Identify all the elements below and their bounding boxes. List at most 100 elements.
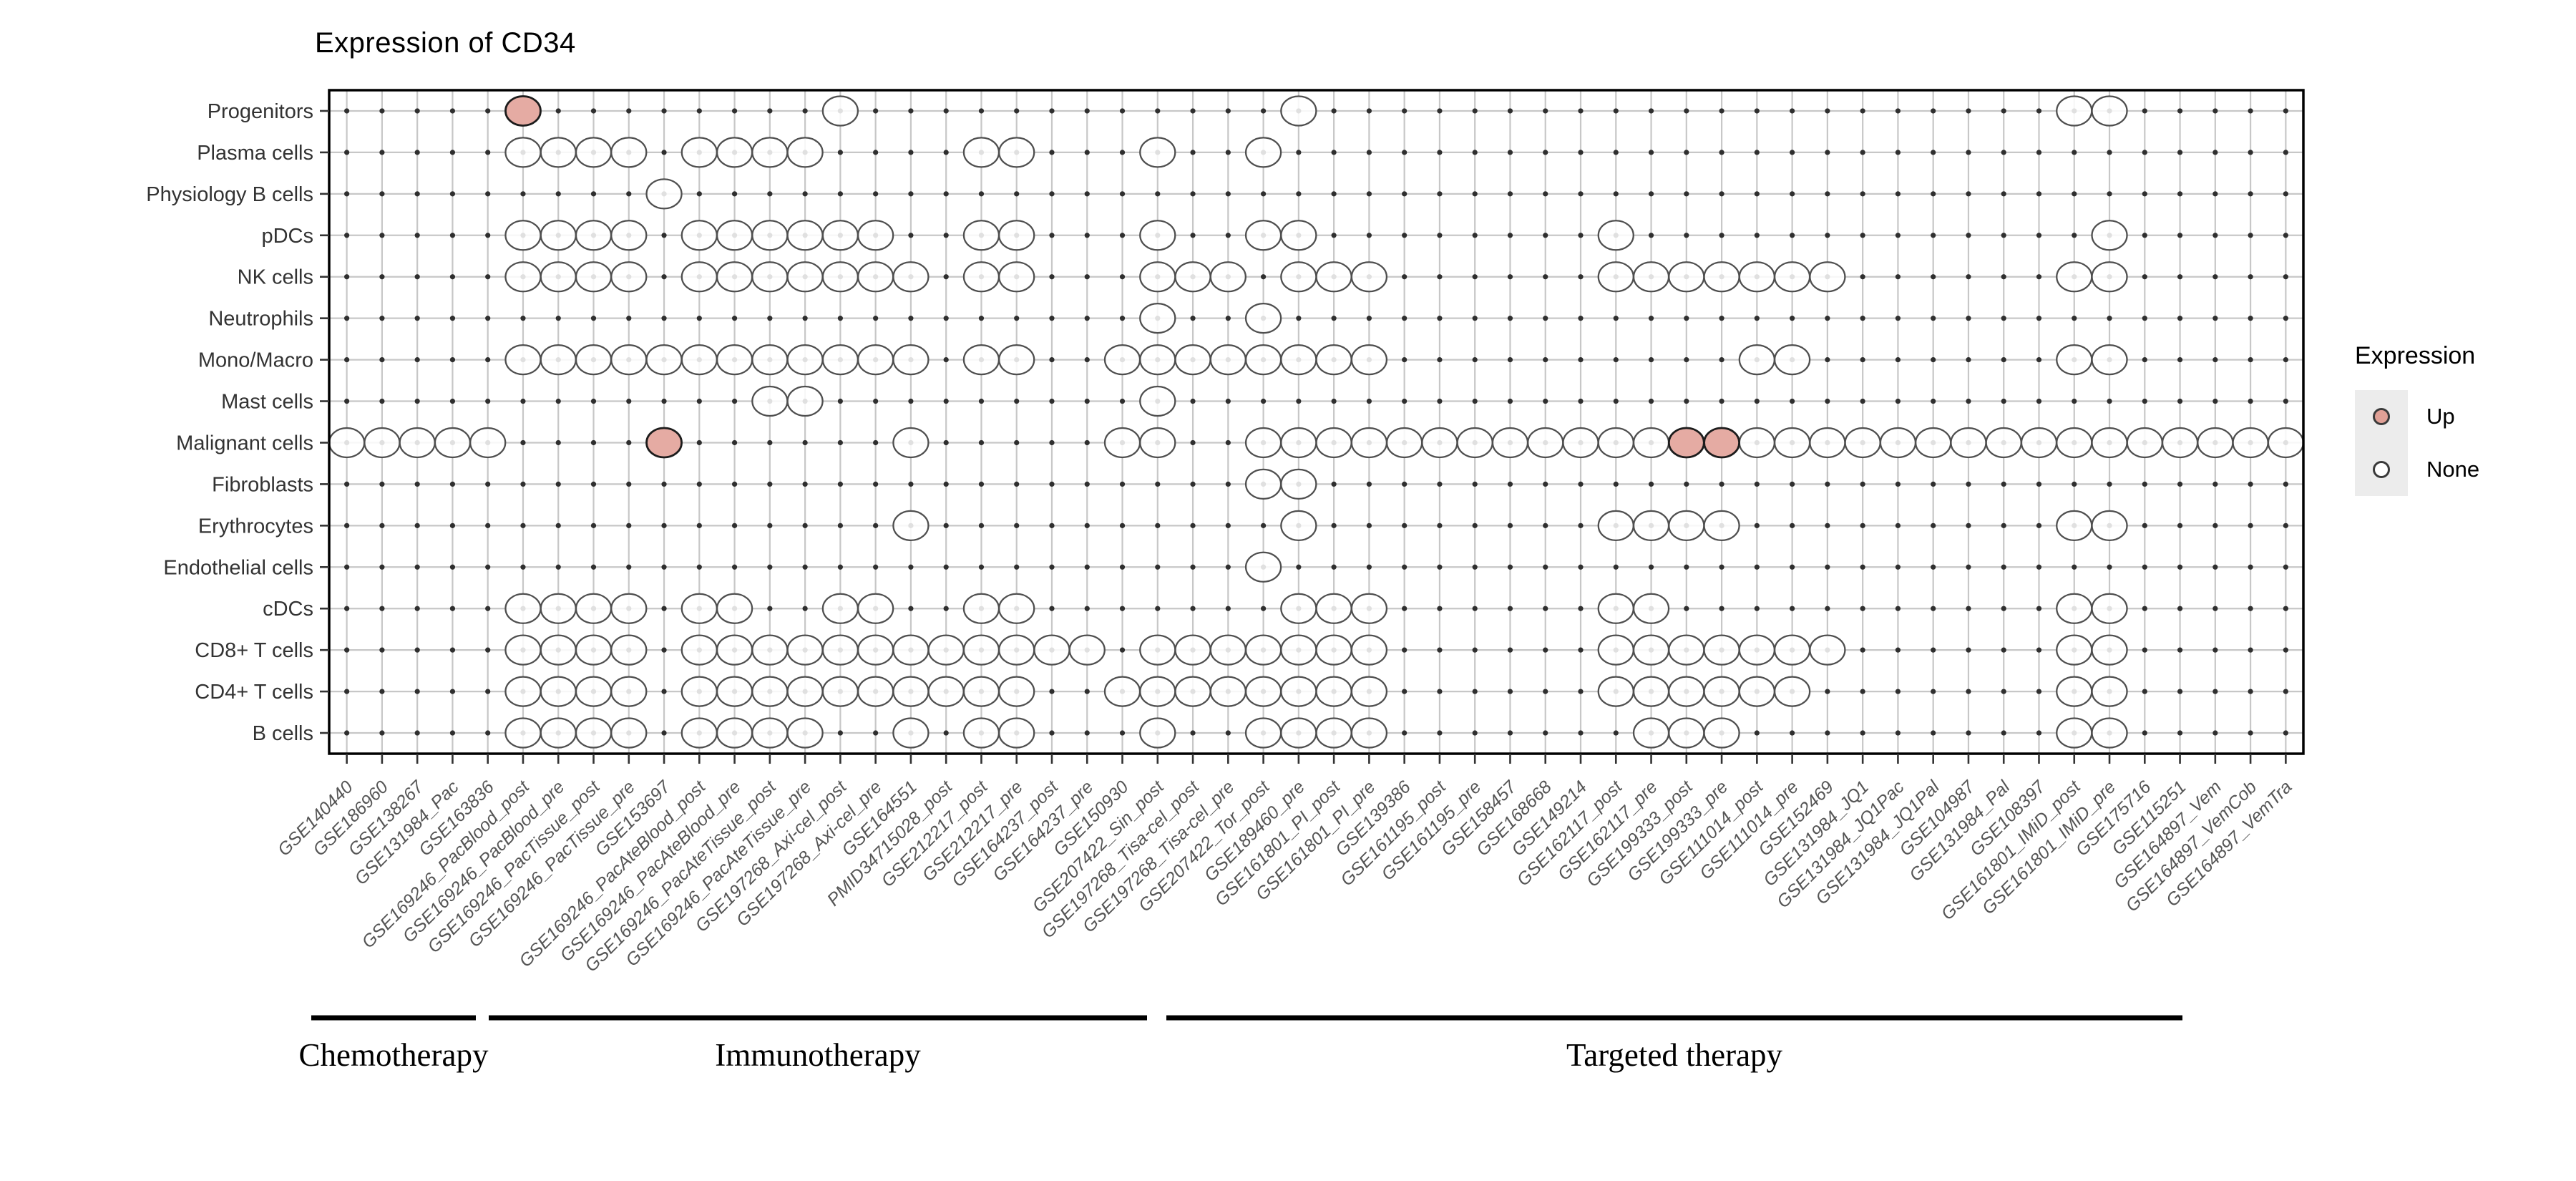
grid-dot — [908, 398, 914, 404]
grid-dot — [1084, 439, 1090, 446]
expression-circle-none — [1350, 717, 1388, 749]
grid-dot — [1472, 191, 1478, 197]
grid-dot — [1790, 233, 1795, 238]
grid-dot — [344, 606, 350, 611]
expression-circle-none — [680, 220, 718, 251]
grid-dot — [1966, 233, 1971, 238]
grid-dot — [696, 191, 702, 197]
expression-circle-none — [1244, 676, 1282, 707]
grid-dot — [1754, 398, 1760, 404]
grid-dot — [1190, 439, 1196, 446]
expression-circle-none — [1350, 634, 1388, 666]
grid-dot — [873, 523, 879, 528]
grid-dot — [344, 150, 350, 155]
grid-dot — [1825, 108, 1830, 114]
grid-dot — [802, 481, 808, 487]
expression-circle-none — [1738, 344, 1775, 376]
grid-dot — [449, 274, 456, 280]
expression-circle-none — [1209, 344, 1246, 376]
grid-dot — [1402, 523, 1407, 528]
grid-dot — [1754, 316, 1760, 321]
grid-dot — [1119, 316, 1126, 321]
expression-circle-none — [1597, 593, 1634, 624]
expression-circle-up — [1667, 427, 1705, 459]
grid-dot — [2072, 564, 2077, 570]
grid-dot — [2072, 150, 2077, 155]
grid-dot — [2001, 730, 2006, 736]
expression-circle-none — [716, 593, 753, 624]
grid-dot — [908, 233, 914, 238]
expression-circle-none — [1350, 344, 1388, 376]
grid-dot — [943, 606, 949, 611]
grid-dot — [485, 274, 491, 280]
grid-dot — [1331, 108, 1337, 114]
expression-circle-none — [857, 344, 894, 376]
expression-circle-none — [1773, 676, 1811, 707]
y-axis-label: Neutrophils — [208, 308, 313, 331]
grid-dot — [2283, 274, 2288, 280]
expression-circle-none — [2056, 261, 2093, 293]
grid-dot — [1966, 398, 1971, 404]
grid-dot — [2248, 316, 2253, 321]
expression-circle-none — [1632, 261, 1670, 293]
expression-circle-none — [751, 220, 789, 251]
grid-dot — [485, 689, 491, 694]
expression-circle-none — [892, 344, 930, 376]
expression-circle-none — [610, 717, 648, 749]
grid-dot — [1119, 398, 1126, 404]
grid-dot — [2177, 564, 2183, 570]
grid-dot — [1543, 564, 1548, 570]
chart-title: Expression of CD34 — [315, 27, 576, 59]
grid-dot — [2142, 647, 2147, 653]
grid-dot — [1190, 191, 1196, 197]
expression-circle-none — [1315, 344, 1352, 376]
grid-dot — [978, 191, 985, 197]
grid-dot — [1472, 108, 1478, 114]
expression-circle-none — [1280, 344, 1317, 376]
grid-dot — [1402, 564, 1407, 570]
grid-dot — [1860, 481, 1865, 487]
grid-dot — [1472, 316, 1478, 321]
grid-dot — [1860, 606, 1865, 611]
expression-circle-none — [1632, 510, 1670, 541]
grid-dot — [2142, 274, 2147, 280]
grid-dot — [2283, 150, 2288, 155]
expression-circle-none — [610, 220, 648, 251]
grid-dot — [2142, 191, 2147, 197]
grid-dot — [1931, 150, 1936, 155]
grid-dot — [1402, 606, 1407, 611]
grid-dot — [661, 150, 667, 155]
grid-dot — [1507, 150, 1513, 155]
grid-dot — [2142, 481, 2147, 487]
expression-circle-none — [540, 220, 577, 251]
grid-dot — [1155, 606, 1161, 611]
grid-dot — [1790, 564, 1795, 570]
grid-dot — [1895, 564, 1901, 570]
grid-dot — [1648, 191, 1654, 197]
expression-circle-none — [575, 676, 613, 707]
grid-dot — [2248, 689, 2253, 694]
grid-dot — [379, 108, 385, 114]
grid-dot — [1931, 191, 1936, 197]
grid-dot — [2283, 564, 2288, 570]
grid-dot — [414, 108, 420, 114]
grid-dot — [1895, 523, 1901, 528]
expression-circle-none — [1280, 468, 1317, 500]
expression-circle-none — [2056, 717, 2093, 749]
grid-dot — [1402, 274, 1407, 280]
expression-circle-none — [1139, 634, 1176, 666]
grid-dot — [2001, 233, 2006, 238]
grid-dot — [2142, 233, 2147, 238]
expression-circle-none — [1244, 220, 1282, 251]
grid-dot — [1790, 150, 1795, 155]
grid-dot — [1613, 316, 1619, 321]
y-axis-label: NK cells — [238, 266, 313, 289]
expression-circle-none — [1280, 634, 1317, 666]
grid-dot — [1014, 439, 1020, 446]
grid-dot — [943, 481, 949, 487]
grid-dot — [1049, 730, 1055, 736]
grid-dot — [2001, 316, 2006, 321]
grid-dot — [1931, 316, 1936, 321]
grid-dot — [1719, 356, 1724, 363]
grid-dot — [2142, 564, 2147, 570]
